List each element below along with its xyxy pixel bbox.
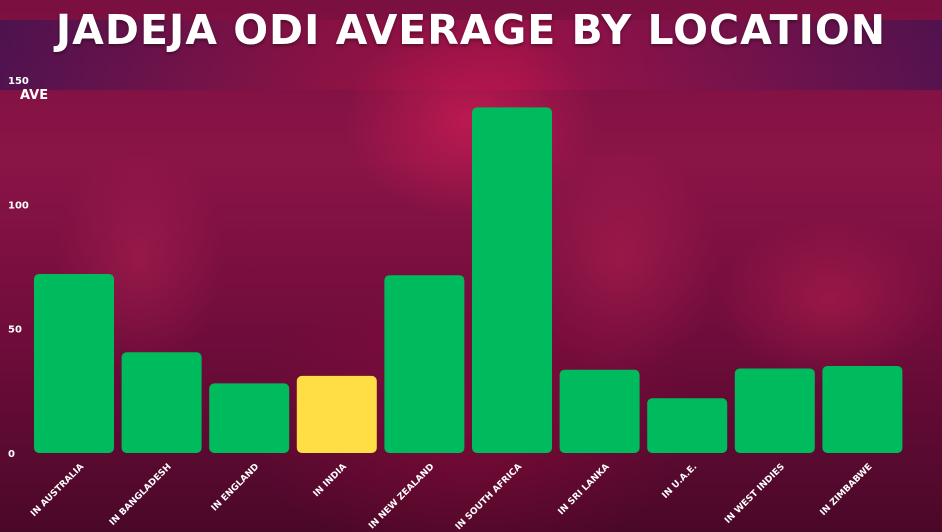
x-tick-label: IN ZIMBABWE — [819, 462, 875, 518]
bar — [559, 369, 640, 453]
x-axis-labels: IN AUSTRALIA IN BANGLADESH IN ENGLAND IN IN… — [29, 462, 874, 532]
bar — [121, 352, 202, 453]
y-tick-label: 100 — [8, 200, 29, 211]
bar — [209, 383, 290, 453]
bar — [296, 375, 377, 453]
y-tick-label: 50 — [8, 325, 22, 336]
x-tick-label: IN BANGLADESH — [108, 462, 174, 528]
x-tick-label: IN INDIA — [312, 462, 349, 499]
bar — [734, 368, 815, 453]
background-banner — [0, 20, 942, 90]
x-tick-label: IN U.A.E. — [661, 462, 700, 501]
bar — [472, 107, 552, 453]
chart-title: JADEJA ODI AVERAGE BY LOCATION — [55, 6, 887, 54]
x-tick-label: IN SRI LANKA — [557, 462, 612, 517]
bar — [647, 398, 728, 453]
x-tick-label: IN ENGLAND — [210, 462, 261, 513]
y-tick-label: 0 — [8, 449, 15, 460]
bar — [384, 275, 465, 453]
x-tick-label: IN SOUTH AFRICA — [454, 462, 524, 532]
x-tick-label: IN WEST INDIES — [723, 462, 787, 526]
y-tick-label: 150 — [8, 76, 29, 87]
y-axis-ticks: 0 50 100 150 — [8, 76, 29, 460]
y-axis-label: AVE — [20, 88, 49, 103]
bars — [34, 107, 903, 453]
x-tick-label: IN NEW ZEALAND — [367, 462, 436, 531]
x-tick-label: IN AUSTRALIA — [29, 462, 86, 519]
bar — [34, 273, 114, 453]
bar — [822, 365, 903, 453]
